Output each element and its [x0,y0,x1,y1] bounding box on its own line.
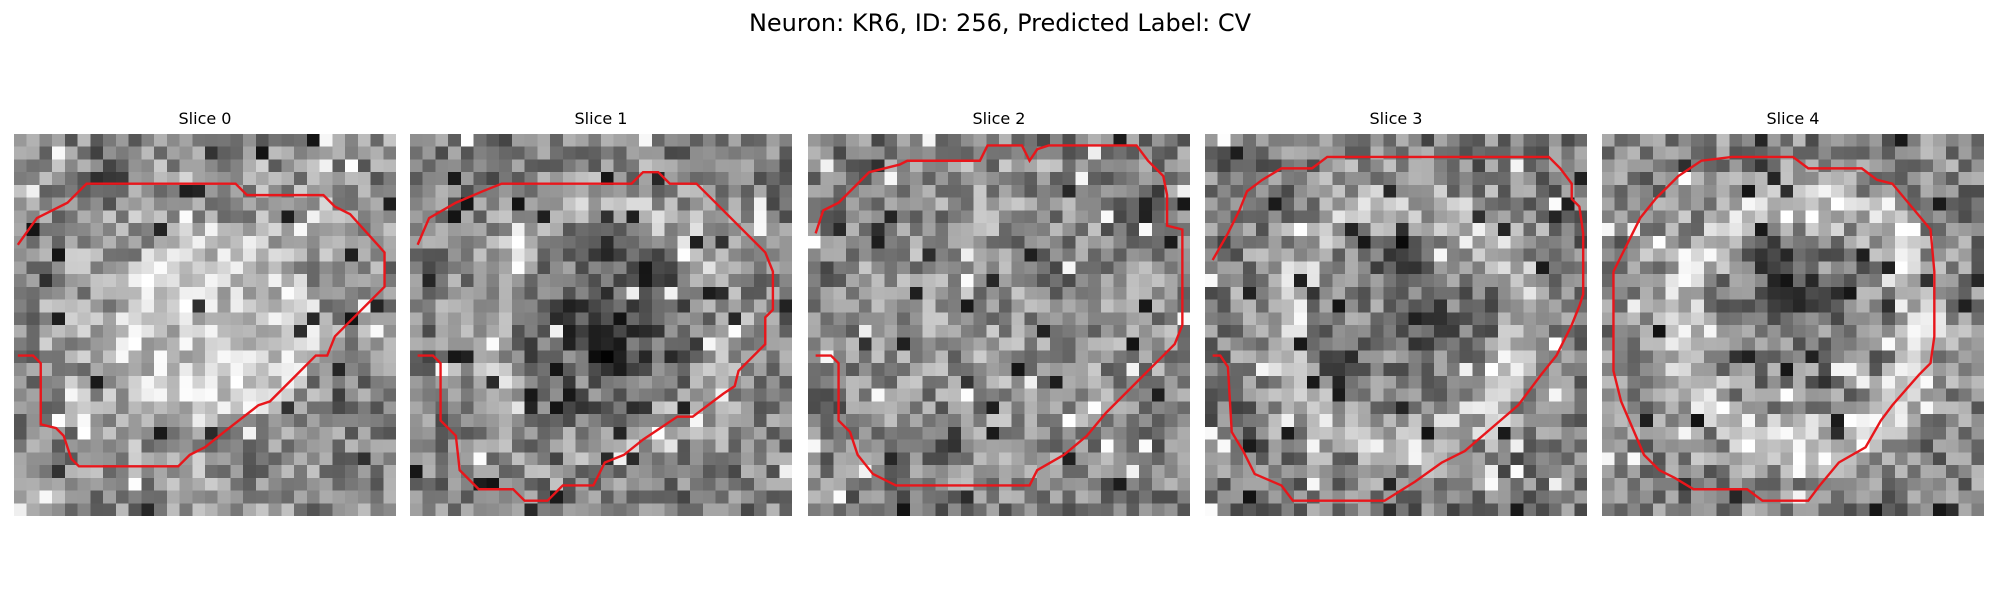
slice-image-frame [1205,134,1587,516]
neuron-contour-overlay [1602,134,1984,516]
slice-title: Slice 1 [574,109,628,128]
neuron-contour-line [418,172,773,501]
slice-image-frame [1602,134,1984,516]
neuron-contour-line [1213,157,1584,501]
slice-panel-3: Slice 3 [1205,108,1587,516]
slice-title: Slice 0 [178,109,232,128]
figure-title: Neuron: KR6, ID: 256, Predicted Label: C… [748,9,1252,37]
slice-title: Slice 3 [1369,109,1423,128]
slice-title: Slice 4 [1766,109,1820,128]
neuron-contour-overlay [1205,134,1587,516]
neuron-contour-line [816,145,1183,485]
slice-image-frame [410,134,792,516]
neuron-contour-line [1613,157,1934,501]
grayscale-microscopy-slice [1205,134,1587,516]
grayscale-microscopy-slice [808,134,1190,516]
grayscale-microscopy-slice [14,134,396,516]
grayscale-microscopy-slice [1602,134,1984,516]
neuron-contour-line [18,184,385,467]
slice-panel-1: Slice 1 [410,108,792,516]
slice-panel-0: Slice 0 [14,108,396,516]
slice-image-frame [14,134,396,516]
grayscale-microscopy-slice [410,134,792,516]
slice-image-frame [808,134,1190,516]
slice-panel-2: Slice 2 [808,108,1190,516]
slice-panel-4: Slice 4 [1602,108,1984,516]
neuron-contour-overlay [14,134,396,516]
neuron-contour-overlay [808,134,1190,516]
slice-title: Slice 2 [972,109,1026,128]
neuron-contour-overlay [410,134,792,516]
